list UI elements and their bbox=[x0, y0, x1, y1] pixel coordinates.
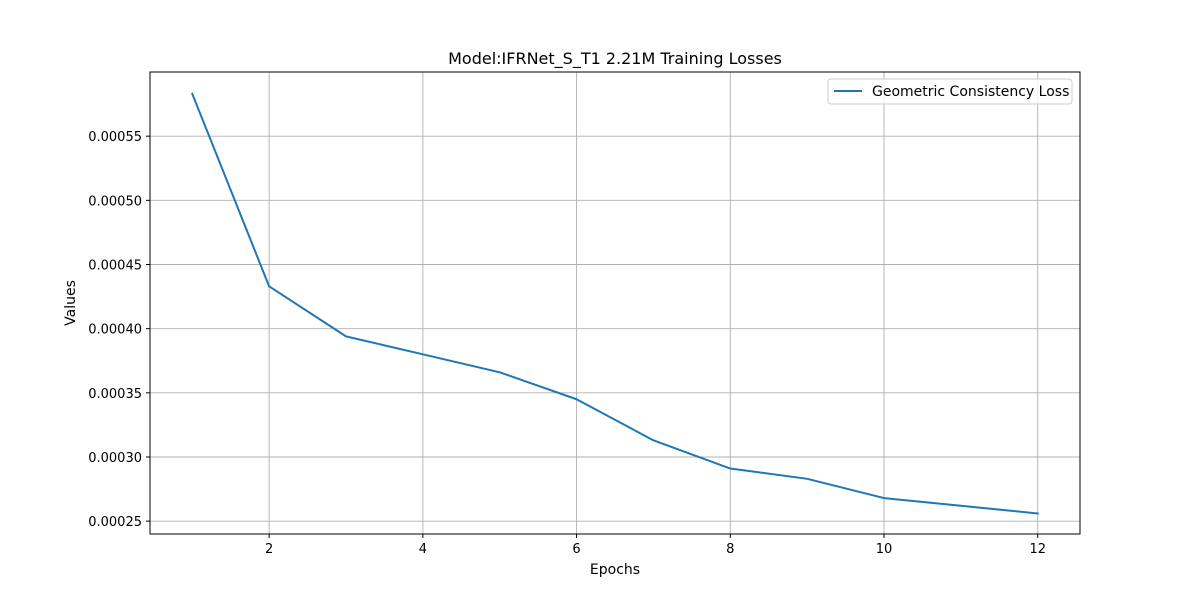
x-tick-label: 4 bbox=[419, 542, 427, 557]
legend-box bbox=[827, 78, 1073, 105]
y-tick-label: 0.00040 bbox=[88, 323, 142, 338]
legend: Geometric Consistency Loss bbox=[827, 78, 1073, 105]
x-tick-label: 12 bbox=[1029, 542, 1046, 557]
y-tick-label: 0.00035 bbox=[88, 387, 142, 402]
y-axis-ticks: 0.00025 0.00030 0.00035 0.00040 0.00045 0.000… bbox=[88, 130, 150, 530]
chart-title: Model:IFRNet_S_T1 2.21M Training Losses bbox=[448, 49, 782, 69]
y-tick-label: 0.00050 bbox=[88, 194, 142, 209]
series-layer bbox=[190, 92, 1039, 515]
plot-frame bbox=[149, 71, 1081, 535]
legend-label: Geometric Consistency Loss bbox=[872, 84, 1069, 100]
x-tick-label: 6 bbox=[572, 542, 580, 557]
series-line-0 bbox=[190, 92, 1039, 515]
x-axis-label: Epochs bbox=[590, 562, 640, 578]
y-tick-label: 0.00030 bbox=[88, 451, 142, 466]
y-tick-label: 0.00045 bbox=[88, 259, 142, 274]
x-axis-ticks: 2 4 6 8 10 12 bbox=[265, 534, 1046, 557]
grid-lines bbox=[150, 72, 1080, 534]
y-tick-label: 0.00025 bbox=[88, 515, 142, 530]
x-tick-label: 2 bbox=[265, 542, 273, 557]
x-tick-label: 8 bbox=[726, 542, 734, 557]
x-tick-label: 10 bbox=[876, 542, 893, 557]
y-axis-label: Values bbox=[63, 280, 79, 326]
y-tick-label: 0.00055 bbox=[88, 130, 142, 145]
